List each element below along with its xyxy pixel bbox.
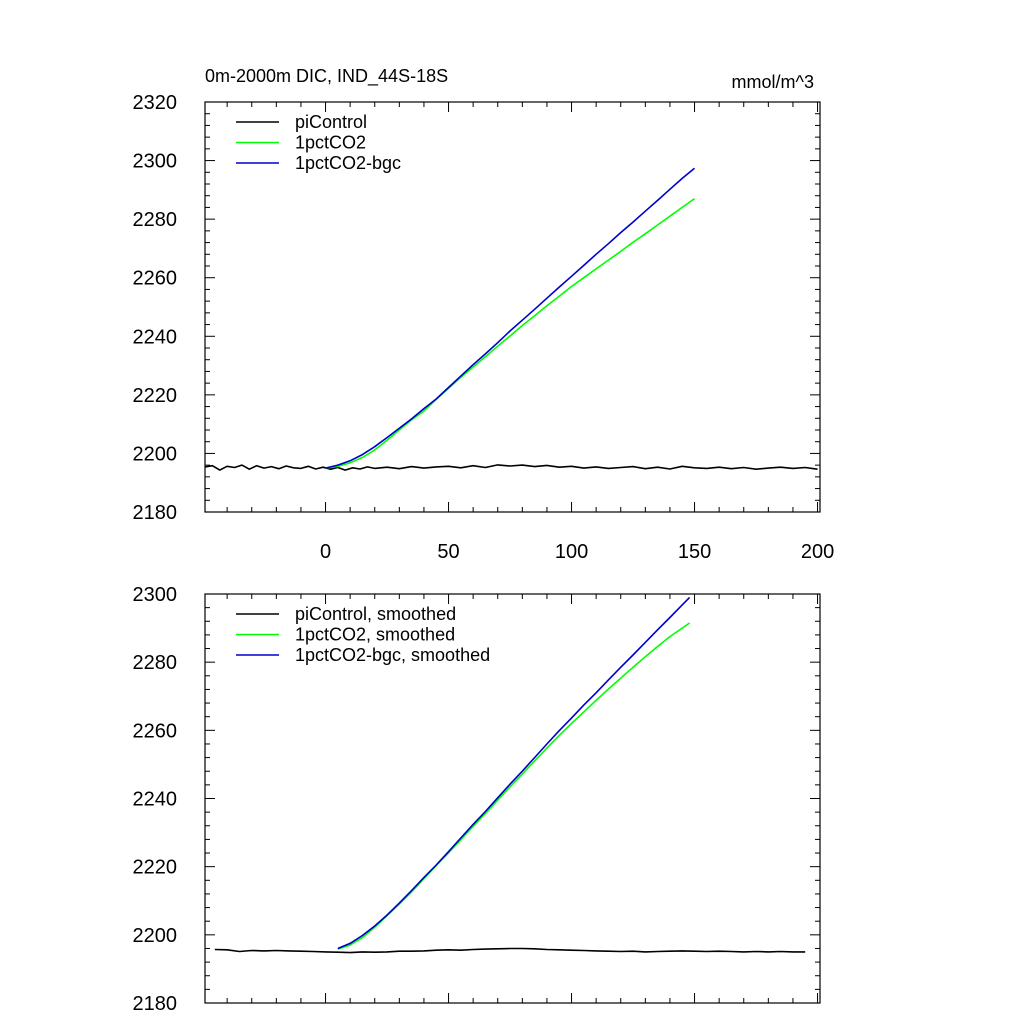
legend-label: piControl, smoothed (295, 604, 456, 624)
x-tick-label: 200 (801, 541, 834, 563)
y-tick-label: 2180 (133, 502, 178, 524)
x-tick-label: 150 (678, 541, 711, 563)
y-tick-label: 2180 (133, 993, 178, 1015)
series-line-1 (337, 622, 691, 950)
chart-title: 0m-2000m DIC, IND_44S-18S (205, 66, 448, 87)
legend-label: piControl (295, 112, 367, 132)
y-tick-label: 2280 (133, 209, 178, 231)
y-tick-label: 2240 (133, 789, 178, 811)
y-tick-label: 2200 (133, 925, 178, 947)
x-tick-label: 50 (437, 541, 459, 563)
y-tick-label: 2220 (133, 857, 178, 879)
series-line-1 (325, 197, 695, 469)
legend-label: 1pctCO2-bgc (295, 153, 401, 173)
y-tick-label: 2240 (133, 326, 178, 348)
plot-frame (204, 101, 821, 513)
series-line-2 (325, 167, 696, 469)
y-tick-label: 2320 (133, 92, 178, 114)
y-tick-label: 2300 (133, 151, 178, 173)
legend-label: 1pctCO2-bgc, smoothed (295, 645, 490, 665)
y-tick-label: 2200 (133, 443, 178, 465)
y-tick-label: 2260 (133, 268, 178, 290)
series-line-0 (214, 947, 806, 954)
y-tick-label: 2220 (133, 385, 178, 407)
series-line-0 (204, 464, 818, 471)
legend-label: 1pctCO2 (295, 133, 366, 153)
x-tick-label: 0 (320, 541, 331, 563)
top-panel: 2180 2200 2220 2240 2260 2280 2300 2320 0 50 100 15… (133, 66, 835, 563)
legend-label: 1pctCO2, smoothed (295, 625, 455, 645)
y-tick-label: 2280 (133, 652, 178, 674)
series-line-2 (337, 596, 691, 950)
y-tick-label: 2260 (133, 720, 178, 742)
bottom-panel: 2180 2200 2220 2240 2260 2280 2300 piControl, s… (133, 584, 821, 1015)
x-tick-label: 100 (555, 541, 588, 563)
y-tick-label: 2300 (133, 584, 178, 606)
units-label: mmol/m^3 (732, 72, 814, 92)
